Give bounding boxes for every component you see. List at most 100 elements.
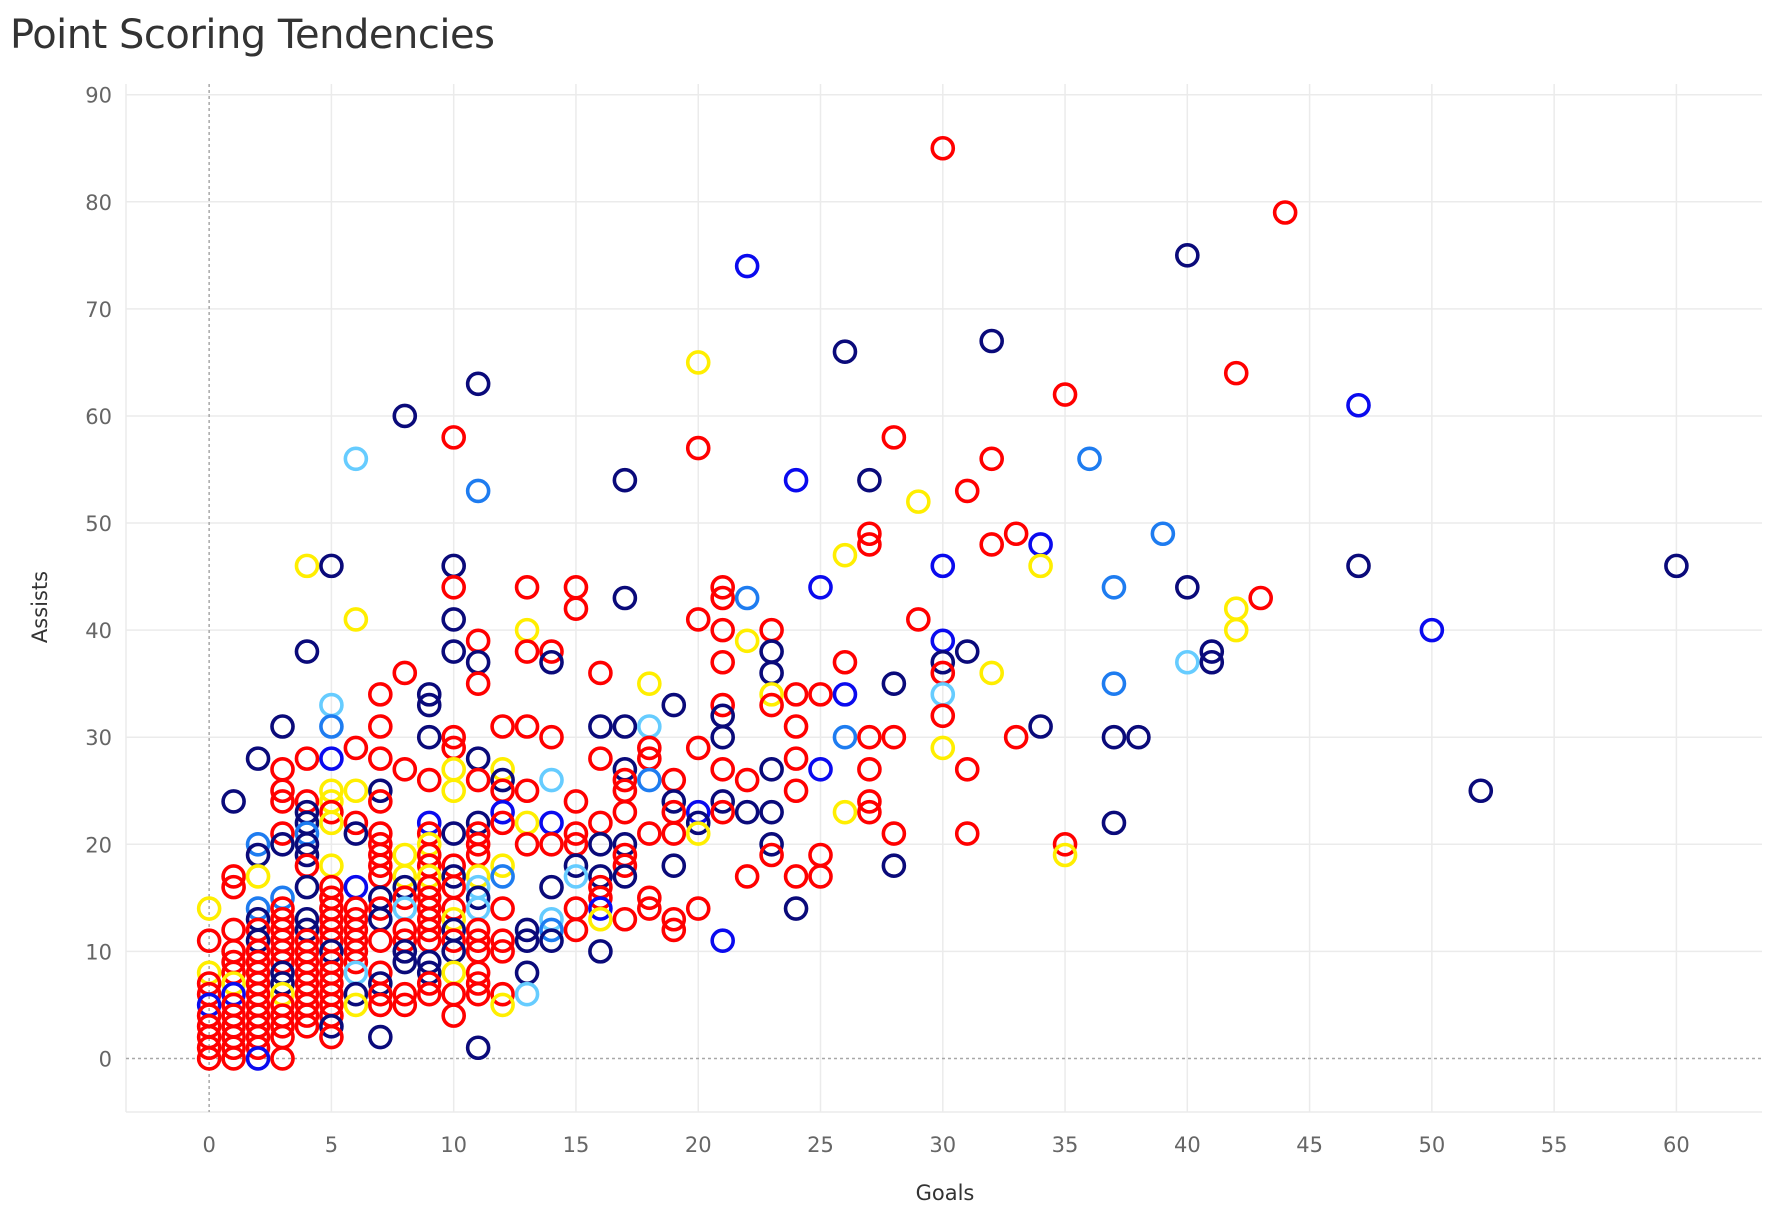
data-point	[832, 339, 858, 365]
data-point	[294, 746, 320, 771]
data-point	[245, 1035, 271, 1061]
data-point	[221, 1046, 246, 1071]
data-point	[759, 682, 784, 707]
data-point	[465, 371, 491, 397]
data-point	[881, 425, 907, 450]
gridlines	[125, 84, 1762, 1113]
data-point	[441, 864, 466, 889]
x-tick-label: 5	[325, 1133, 338, 1157]
data-point	[612, 767, 638, 793]
data-point	[637, 735, 662, 761]
data-point	[465, 981, 491, 1007]
data-point	[612, 906, 638, 932]
data-point	[857, 789, 882, 814]
data-point	[490, 896, 515, 921]
data-point	[539, 639, 564, 664]
data-point	[783, 682, 809, 707]
data-point	[294, 1003, 320, 1028]
data-point	[465, 767, 491, 793]
data-point	[368, 853, 393, 879]
x-tick-label: 25	[807, 1133, 834, 1157]
y-tick-label: 30	[85, 726, 112, 750]
data-point	[270, 778, 295, 804]
data-point	[685, 896, 711, 921]
data-point	[319, 746, 344, 771]
data-point	[637, 714, 662, 739]
x-tick-label: 30	[929, 1133, 956, 1157]
data-point	[685, 350, 711, 375]
data-point	[270, 714, 295, 739]
data-point	[490, 767, 515, 793]
x-tick-label: 20	[685, 1133, 712, 1157]
data-point	[343, 981, 369, 1007]
data-point	[441, 778, 466, 804]
data-point	[685, 735, 711, 761]
data-point	[612, 864, 638, 889]
data-point	[441, 639, 466, 664]
data-point	[710, 617, 735, 643]
data-point	[392, 981, 418, 1007]
data-point	[563, 853, 589, 879]
data-point	[368, 778, 393, 804]
y-tick-label: 50	[85, 512, 112, 536]
data-point	[1223, 360, 1249, 386]
data-point	[1028, 714, 1053, 739]
data-point	[490, 992, 515, 1018]
data-point	[319, 1014, 344, 1039]
data-point	[563, 789, 589, 814]
data-point	[1150, 521, 1176, 547]
data-point	[563, 821, 589, 846]
data-point	[343, 607, 369, 632]
data-point	[710, 585, 735, 611]
data-point	[196, 928, 222, 953]
data-point	[734, 864, 760, 889]
data-point	[441, 607, 466, 632]
data-point	[294, 874, 320, 900]
data-point	[930, 135, 956, 161]
data-point	[514, 831, 540, 857]
reference-lines	[126, 84, 1762, 1112]
data-point	[441, 724, 466, 750]
data-point	[343, 735, 369, 761]
data-point	[759, 757, 784, 782]
data-point	[441, 574, 466, 600]
y-tick-label: 20	[85, 833, 112, 857]
data-point	[392, 992, 418, 1018]
data-point	[661, 767, 687, 793]
data-point	[465, 831, 491, 857]
data-point	[1101, 671, 1127, 696]
data-point	[588, 810, 613, 836]
data-point	[637, 896, 662, 921]
data-point	[930, 553, 956, 579]
data-point	[1346, 553, 1371, 579]
data-point	[343, 778, 369, 804]
data-point	[661, 692, 687, 718]
data-point	[1248, 585, 1273, 611]
data-point	[979, 660, 1004, 686]
data-point	[832, 649, 858, 675]
data-point	[954, 478, 980, 504]
y-tick-label: 70	[85, 298, 112, 322]
data-point	[1077, 446, 1102, 472]
data-point	[392, 885, 418, 911]
data-point	[612, 799, 638, 825]
x-axis-label: Goals	[916, 1181, 975, 1205]
data-point	[954, 639, 980, 664]
data-point	[294, 639, 320, 664]
data-point	[514, 810, 540, 836]
data-point	[490, 799, 515, 825]
data-point	[881, 853, 907, 879]
data-point	[221, 1035, 246, 1061]
data-point	[441, 821, 466, 846]
data-point	[245, 864, 271, 889]
data-point	[416, 724, 442, 750]
data-point	[930, 703, 956, 729]
data-point	[490, 981, 515, 1007]
data-point	[490, 939, 515, 964]
data-point	[539, 767, 564, 793]
data-point	[392, 939, 418, 964]
y-tick-label: 80	[85, 191, 112, 215]
data-point	[465, 1035, 491, 1061]
data-point	[857, 467, 882, 493]
